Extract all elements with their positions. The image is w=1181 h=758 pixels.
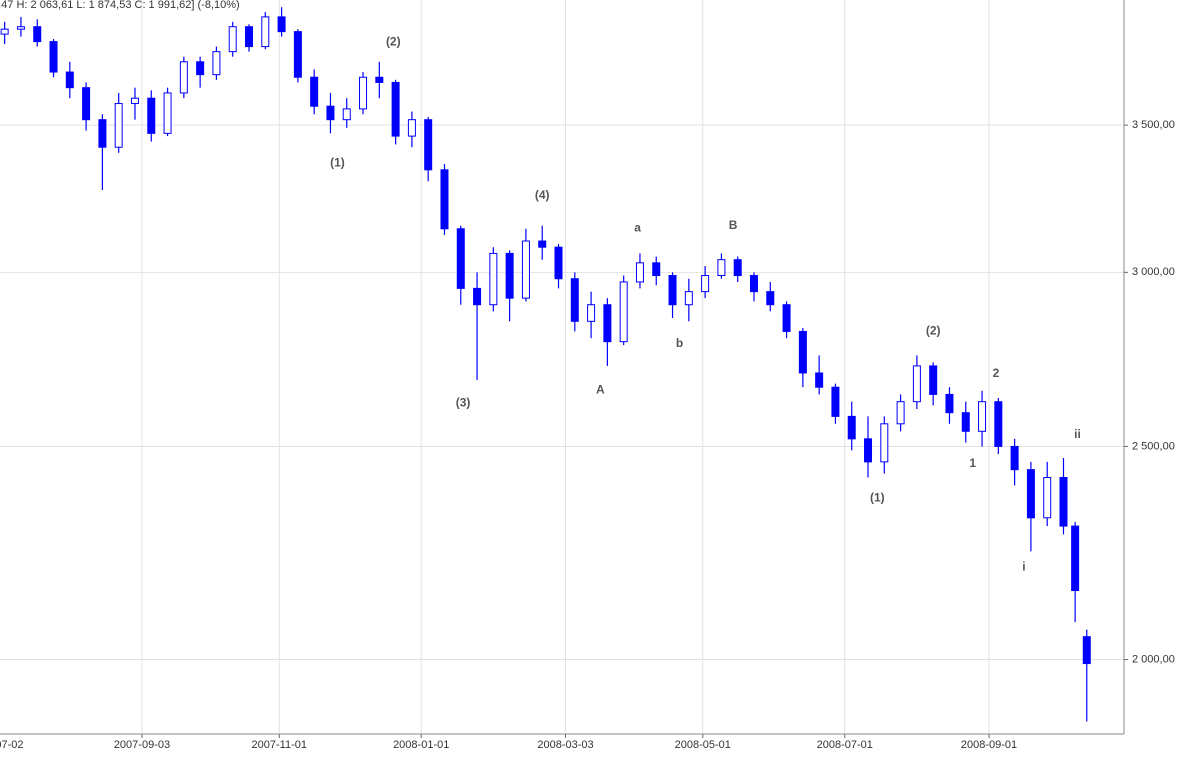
candle-body <box>359 76 368 110</box>
wave-label: (4) <box>535 188 550 202</box>
x-tick-label: 2008-07-01 <box>817 739 873 751</box>
y-tick-label: 3 500,00 <box>1132 119 1175 131</box>
candle-body <box>456 228 465 289</box>
candle-body <box>407 119 416 137</box>
candle-body <box>261 16 270 48</box>
candle-body <box>277 16 286 33</box>
candle-body <box>326 105 335 121</box>
wave-label: b <box>676 336 683 350</box>
candle-body <box>196 61 205 76</box>
candle-body <box>65 71 74 89</box>
candle-body <box>945 393 954 414</box>
candle-body <box>16 26 25 30</box>
candle-body <box>440 169 449 230</box>
candle-body <box>684 291 693 306</box>
candle-body <box>1059 477 1068 527</box>
candle-body <box>864 438 873 463</box>
candle-body <box>701 275 710 293</box>
candle-body <box>212 51 221 76</box>
candle-body <box>554 246 563 280</box>
candle-body <box>391 81 400 137</box>
wave-label: B <box>729 218 738 232</box>
candle-body <box>82 87 91 121</box>
candle-body <box>310 76 319 107</box>
candle-body <box>603 304 612 343</box>
candle-body <box>505 252 514 299</box>
wave-label: (1) <box>330 155 345 169</box>
candle-body <box>896 401 905 425</box>
wave-label: i <box>1022 559 1025 573</box>
candle-body <box>375 76 384 83</box>
wave-label: (2) <box>386 35 401 49</box>
candle-body <box>635 262 644 283</box>
candle-body <box>994 401 1003 447</box>
candle-body <box>815 372 824 388</box>
candle-body <box>1082 636 1091 665</box>
candle-body <box>847 415 856 440</box>
candle-body <box>912 365 921 403</box>
y-tick-label: 2 500,00 <box>1132 440 1175 452</box>
wave-label: 2 <box>993 366 1000 380</box>
x-tick-label: 2007-09-03 <box>114 739 170 751</box>
candle-body <box>473 287 482 306</box>
candle-body <box>798 330 807 374</box>
wave-label: 1 <box>969 456 976 470</box>
x-tick-label: 2007-07-02 <box>0 739 23 751</box>
x-tick-label: 2008-03-03 <box>537 739 593 751</box>
candle-body <box>766 291 775 306</box>
candle-body <box>978 401 987 432</box>
candle-body <box>1026 469 1035 519</box>
candle-body <box>717 259 726 277</box>
candle-body <box>668 275 677 306</box>
candle-body <box>424 119 433 171</box>
candle-body <box>880 423 889 463</box>
candle-body <box>49 41 58 73</box>
x-tick-label: 2008-01-01 <box>393 739 449 751</box>
candle-body <box>130 97 139 105</box>
candle-body <box>570 278 579 322</box>
candle-body <box>489 252 498 306</box>
x-tick-label: 2007-11-01 <box>252 739 307 751</box>
candle-body <box>652 262 661 277</box>
wave-label: (1) <box>870 490 885 504</box>
y-tick-label: 3 000,00 <box>1132 266 1175 278</box>
y-tick-label: 2 000,00 <box>1132 653 1175 665</box>
candle-body <box>961 412 970 432</box>
candle-body <box>98 119 107 148</box>
wave-label: a <box>634 220 641 234</box>
candle-body <box>619 281 628 343</box>
candle-body <box>782 304 791 332</box>
candle-body <box>0 28 9 35</box>
candle-body <box>1010 445 1019 471</box>
candle-body <box>147 97 156 134</box>
x-tick-label: 2008-09-01 <box>961 739 1017 751</box>
wave-label: A <box>596 383 605 397</box>
candle-body <box>293 31 302 78</box>
candle-body <box>245 26 254 48</box>
candle-body <box>749 275 758 293</box>
candle-body <box>929 365 938 395</box>
x-tick-label: 2008-05-01 <box>675 739 731 751</box>
candle-body <box>831 386 840 417</box>
candle-body <box>587 304 596 322</box>
wave-label: ii <box>1074 427 1081 441</box>
candle-body <box>228 26 237 53</box>
chart-title: 8,47 H: 2 063,61 L: 1 874,53 C: 1 991,62… <box>0 0 240 11</box>
candle-body <box>538 240 547 248</box>
candle-body <box>733 259 742 277</box>
wave-label: (3) <box>456 396 471 410</box>
candle-body <box>521 240 530 299</box>
wave-label: (2) <box>926 324 941 338</box>
candle-body <box>1043 477 1052 519</box>
candle-body <box>342 108 351 121</box>
candle-body <box>33 26 42 43</box>
candle-body <box>114 103 123 148</box>
candle-body <box>163 92 172 134</box>
candle-body <box>1071 525 1080 591</box>
candle-body <box>179 61 188 94</box>
